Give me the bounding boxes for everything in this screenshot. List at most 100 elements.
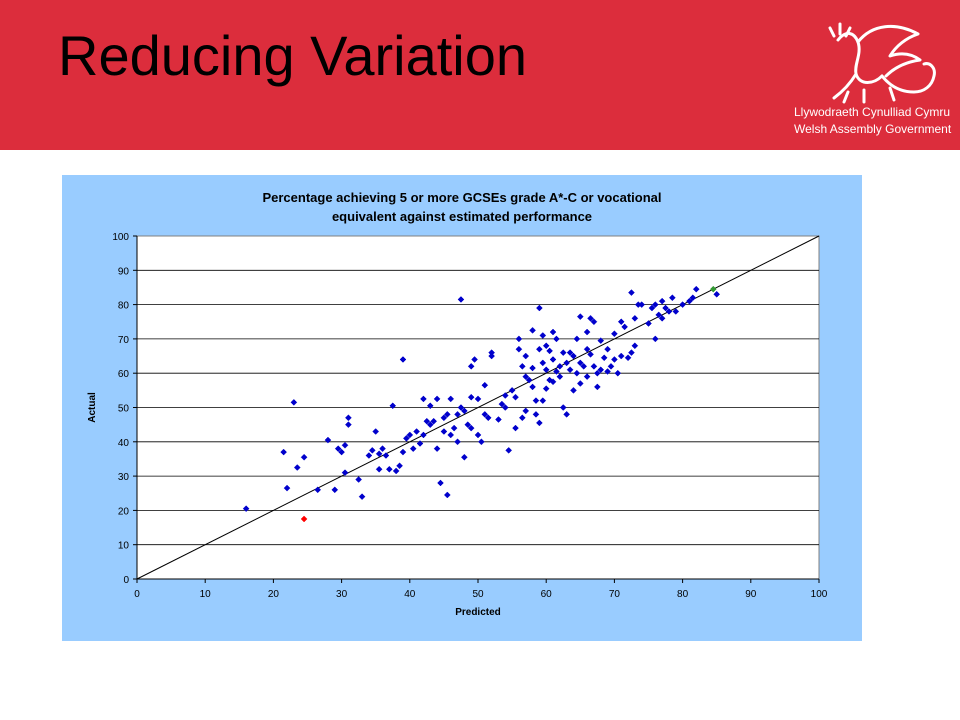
data-point	[617, 352, 625, 360]
data-point	[651, 301, 659, 308]
data-point	[532, 411, 540, 418]
y-tick-label: 20	[118, 506, 130, 517]
data-point	[655, 311, 663, 319]
data-point	[314, 486, 322, 494]
data-point	[651, 335, 659, 343]
data-point	[430, 417, 438, 425]
data-point	[672, 308, 680, 315]
data-point	[406, 431, 414, 439]
logo-text-english: Welsh Assembly Government	[794, 122, 952, 136]
data-point	[563, 411, 571, 418]
data-point	[420, 395, 427, 403]
y-tick-label: 80	[118, 301, 130, 312]
chart-panel: Percentage achieving 5 or more GCSEs gra…	[62, 175, 862, 641]
data-point	[409, 445, 417, 453]
data-point	[692, 285, 700, 293]
y-axis-label: Actual	[87, 392, 98, 423]
data-point	[658, 314, 666, 322]
data-point	[583, 373, 591, 380]
data-point	[396, 462, 403, 470]
data-point	[665, 308, 673, 315]
data-point	[539, 332, 547, 339]
data-point	[529, 364, 536, 372]
data-point	[467, 362, 475, 370]
data-point	[478, 438, 485, 446]
data-point	[283, 484, 291, 492]
y-tick-label: 60	[118, 369, 130, 380]
slide-title: Reducing Variation	[58, 24, 528, 87]
data-point	[426, 421, 434, 429]
data-point	[392, 467, 400, 475]
data-point	[355, 476, 363, 483]
header-banner	[0, 0, 960, 150]
data-point	[590, 362, 598, 370]
data-point	[624, 354, 632, 362]
data-point	[512, 424, 519, 432]
y-tick-label: 30	[118, 472, 130, 483]
data-point	[617, 318, 625, 326]
data-point	[385, 465, 393, 473]
data-point	[549, 356, 557, 363]
data-point	[501, 392, 509, 399]
data-point	[474, 395, 482, 403]
data-point	[559, 349, 567, 356]
x-tick-label: 70	[609, 589, 621, 600]
data-point	[542, 342, 550, 350]
data-point	[604, 345, 611, 353]
x-tick-label: 50	[472, 589, 484, 600]
data-point	[607, 362, 615, 370]
data-point	[341, 441, 349, 449]
data-point	[454, 411, 461, 418]
data-point	[566, 349, 574, 356]
data-point	[426, 402, 434, 410]
data-point	[443, 491, 451, 499]
chart-title-line: equivalent against estimated performance	[332, 209, 592, 224]
data-point	[440, 428, 448, 435]
data-point	[573, 369, 581, 377]
data-point	[324, 436, 332, 444]
data-point	[454, 438, 461, 446]
data-point	[464, 421, 472, 429]
data-point	[593, 383, 601, 391]
data-point	[658, 297, 666, 305]
data-point	[461, 453, 468, 461]
data-point	[611, 356, 618, 363]
data-point	[450, 424, 458, 432]
data-point	[563, 359, 571, 367]
y-tick-label: 70	[118, 335, 130, 346]
data-point	[474, 431, 482, 439]
data-point	[590, 318, 598, 326]
data-point	[518, 414, 526, 422]
data-point	[583, 328, 591, 336]
data-point	[539, 359, 547, 367]
y-tick-label: 0	[123, 575, 129, 586]
data-point	[501, 404, 509, 411]
data-point	[553, 368, 560, 375]
data-point	[662, 304, 669, 312]
data-point	[679, 301, 686, 308]
data-point	[341, 469, 349, 477]
data-point	[583, 345, 591, 353]
data-point	[669, 294, 676, 302]
data-point	[498, 400, 506, 408]
data-point	[556, 373, 564, 380]
data-point	[242, 505, 250, 513]
data-point	[300, 453, 308, 461]
y-tick-label: 40	[118, 438, 130, 449]
data-point	[467, 424, 475, 432]
data-point	[570, 352, 577, 360]
highlighted-point	[709, 285, 717, 293]
data-point	[638, 301, 646, 308]
data-point	[368, 447, 376, 454]
data-point	[375, 465, 383, 473]
y-tick-label: 100	[112, 232, 129, 243]
data-point	[365, 452, 373, 459]
data-point	[379, 445, 386, 453]
reference-line	[136, 235, 820, 580]
data-point	[621, 323, 628, 331]
data-point	[553, 335, 560, 343]
data-point	[580, 362, 588, 370]
data-point	[645, 320, 652, 327]
data-point	[529, 326, 536, 334]
data-point	[536, 304, 543, 312]
